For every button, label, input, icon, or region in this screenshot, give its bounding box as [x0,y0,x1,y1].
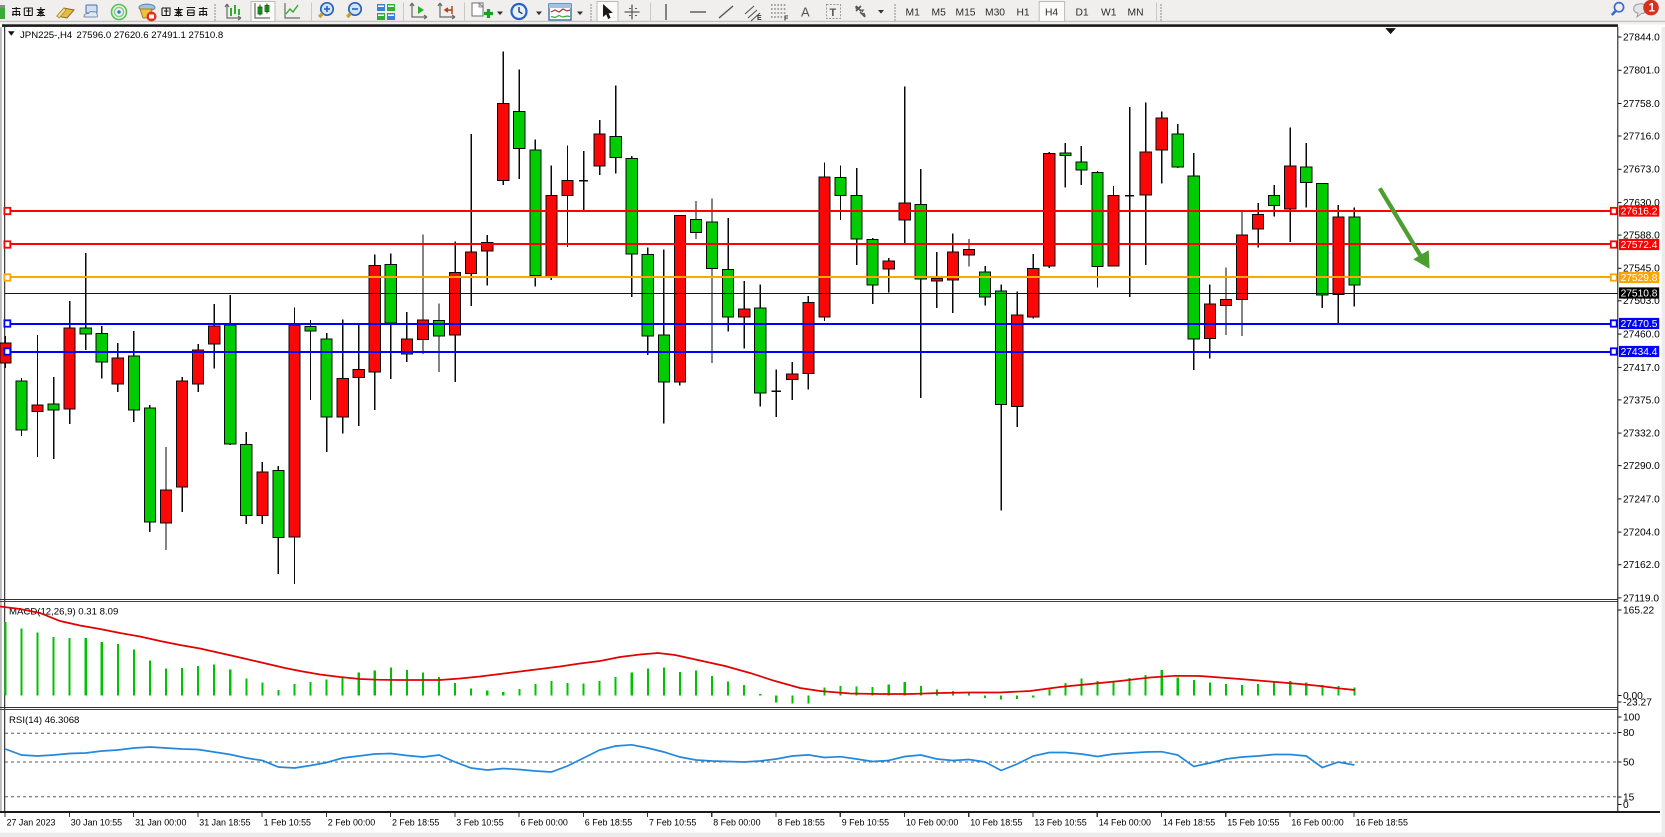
svg-text:6 Feb 18:55: 6 Feb 18:55 [585,818,632,828]
svg-text:27616.2: 27616.2 [1621,207,1658,218]
svg-text:27 Jan 2023: 27 Jan 2023 [7,818,56,828]
svg-text:1: 1 [1649,3,1656,15]
svg-text:14 Feb 00:00: 14 Feb 00:00 [1099,818,1151,828]
svg-text:31 Jan 18:55: 31 Jan 18:55 [199,818,250,828]
svg-text:31 Jan 00:00: 31 Jan 00:00 [135,818,186,828]
svg-text:100: 100 [1623,712,1640,723]
svg-text:0: 0 [1623,800,1629,811]
svg-text:0.00: 0.00 [1623,691,1643,702]
svg-text:RSI(14) 46.3068: RSI(14) 46.3068 [9,715,79,726]
svg-text:10 Feb 00:00: 10 Feb 00:00 [906,818,958,828]
svg-text:8 Feb 00:00: 8 Feb 00:00 [713,818,760,828]
svg-text:15: 15 [1623,792,1635,803]
svg-text:9 Feb 10:55: 9 Feb 10:55 [842,818,889,828]
svg-text:H4: H4 [1045,7,1058,18]
svg-text:MN: MN [1128,7,1144,18]
svg-text:M30: M30 [985,7,1005,18]
svg-text:27716.0: 27716.0 [1623,131,1660,142]
svg-text:165.22: 165.22 [1623,606,1654,617]
svg-text:2 Feb 00:00: 2 Feb 00:00 [328,818,375,828]
svg-text:16 Feb 18:55: 16 Feb 18:55 [1356,818,1408,828]
svg-text:27844.0: 27844.0 [1623,32,1660,43]
svg-text:30 Jan 10:55: 30 Jan 10:55 [71,818,122,828]
svg-text:16 Feb 00:00: 16 Feb 00:00 [1291,818,1343,828]
svg-text:-23.27: -23.27 [1623,698,1652,709]
svg-text:27247.0: 27247.0 [1623,494,1660,505]
svg-text:27375.0: 27375.0 [1623,395,1660,406]
svg-text:7 Feb 10:55: 7 Feb 10:55 [649,818,696,828]
svg-text:27290.0: 27290.0 [1623,461,1660,472]
svg-text:27529.8: 27529.8 [1621,273,1658,284]
svg-text:27630.0: 27630.0 [1623,198,1660,209]
svg-text:M1: M1 [906,7,921,18]
svg-text:14 Feb 18:55: 14 Feb 18:55 [1163,818,1215,828]
svg-text:6 Feb 00:00: 6 Feb 00:00 [521,818,568,828]
svg-text:27758.0: 27758.0 [1623,99,1660,110]
svg-text:D1: D1 [1076,7,1089,18]
svg-text:27673.0: 27673.0 [1623,165,1660,176]
svg-text:13 Feb 10:55: 13 Feb 10:55 [1034,818,1086,828]
svg-text:27572.4: 27572.4 [1621,240,1658,251]
svg-text:27596.0 27620.6 27491.1 27510.: 27596.0 27620.6 27491.1 27510.8 [77,30,224,41]
svg-text:50: 50 [1623,757,1635,768]
svg-text:3 Feb 10:55: 3 Feb 10:55 [456,818,503,828]
svg-text:W1: W1 [1101,7,1117,18]
svg-text:80: 80 [1623,728,1635,739]
svg-text:27588.0: 27588.0 [1623,231,1660,242]
svg-text:A: A [801,5,810,20]
svg-text:27332.0: 27332.0 [1623,429,1660,440]
svg-text:27434.4: 27434.4 [1621,347,1658,358]
svg-text:F: F [784,16,789,23]
svg-text:MACD(12,26,9) 0.31 8.09: MACD(12,26,9) 0.31 8.09 [9,607,118,618]
svg-text:E: E [757,15,762,22]
svg-text:27503.0: 27503.0 [1623,296,1660,307]
svg-text:1 Feb 10:55: 1 Feb 10:55 [264,818,311,828]
svg-text:15 Feb 10:55: 15 Feb 10:55 [1227,818,1279,828]
svg-text:8 Feb 18:55: 8 Feb 18:55 [778,818,825,828]
svg-text:M5: M5 [932,7,947,18]
svg-text:10 Feb 18:55: 10 Feb 18:55 [970,818,1022,828]
svg-text:27801.0: 27801.0 [1623,66,1660,77]
svg-text:27119.0: 27119.0 [1623,593,1659,604]
svg-text:27510.8: 27510.8 [1621,289,1658,300]
svg-text:27162.0: 27162.0 [1623,560,1660,571]
svg-text:M15: M15 [956,7,976,18]
svg-text:27460.0: 27460.0 [1623,330,1660,341]
svg-text:27204.0: 27204.0 [1623,528,1660,539]
svg-text:T: T [830,7,837,19]
svg-text:27470.5: 27470.5 [1621,319,1658,330]
svg-text:27417.0: 27417.0 [1623,363,1660,374]
svg-text:2 Feb 18:55: 2 Feb 18:55 [392,818,439,828]
svg-text:27545.0: 27545.0 [1623,264,1660,275]
svg-text:JPN225-,H4: JPN225-,H4 [20,30,73,41]
svg-text:H1: H1 [1017,7,1030,18]
